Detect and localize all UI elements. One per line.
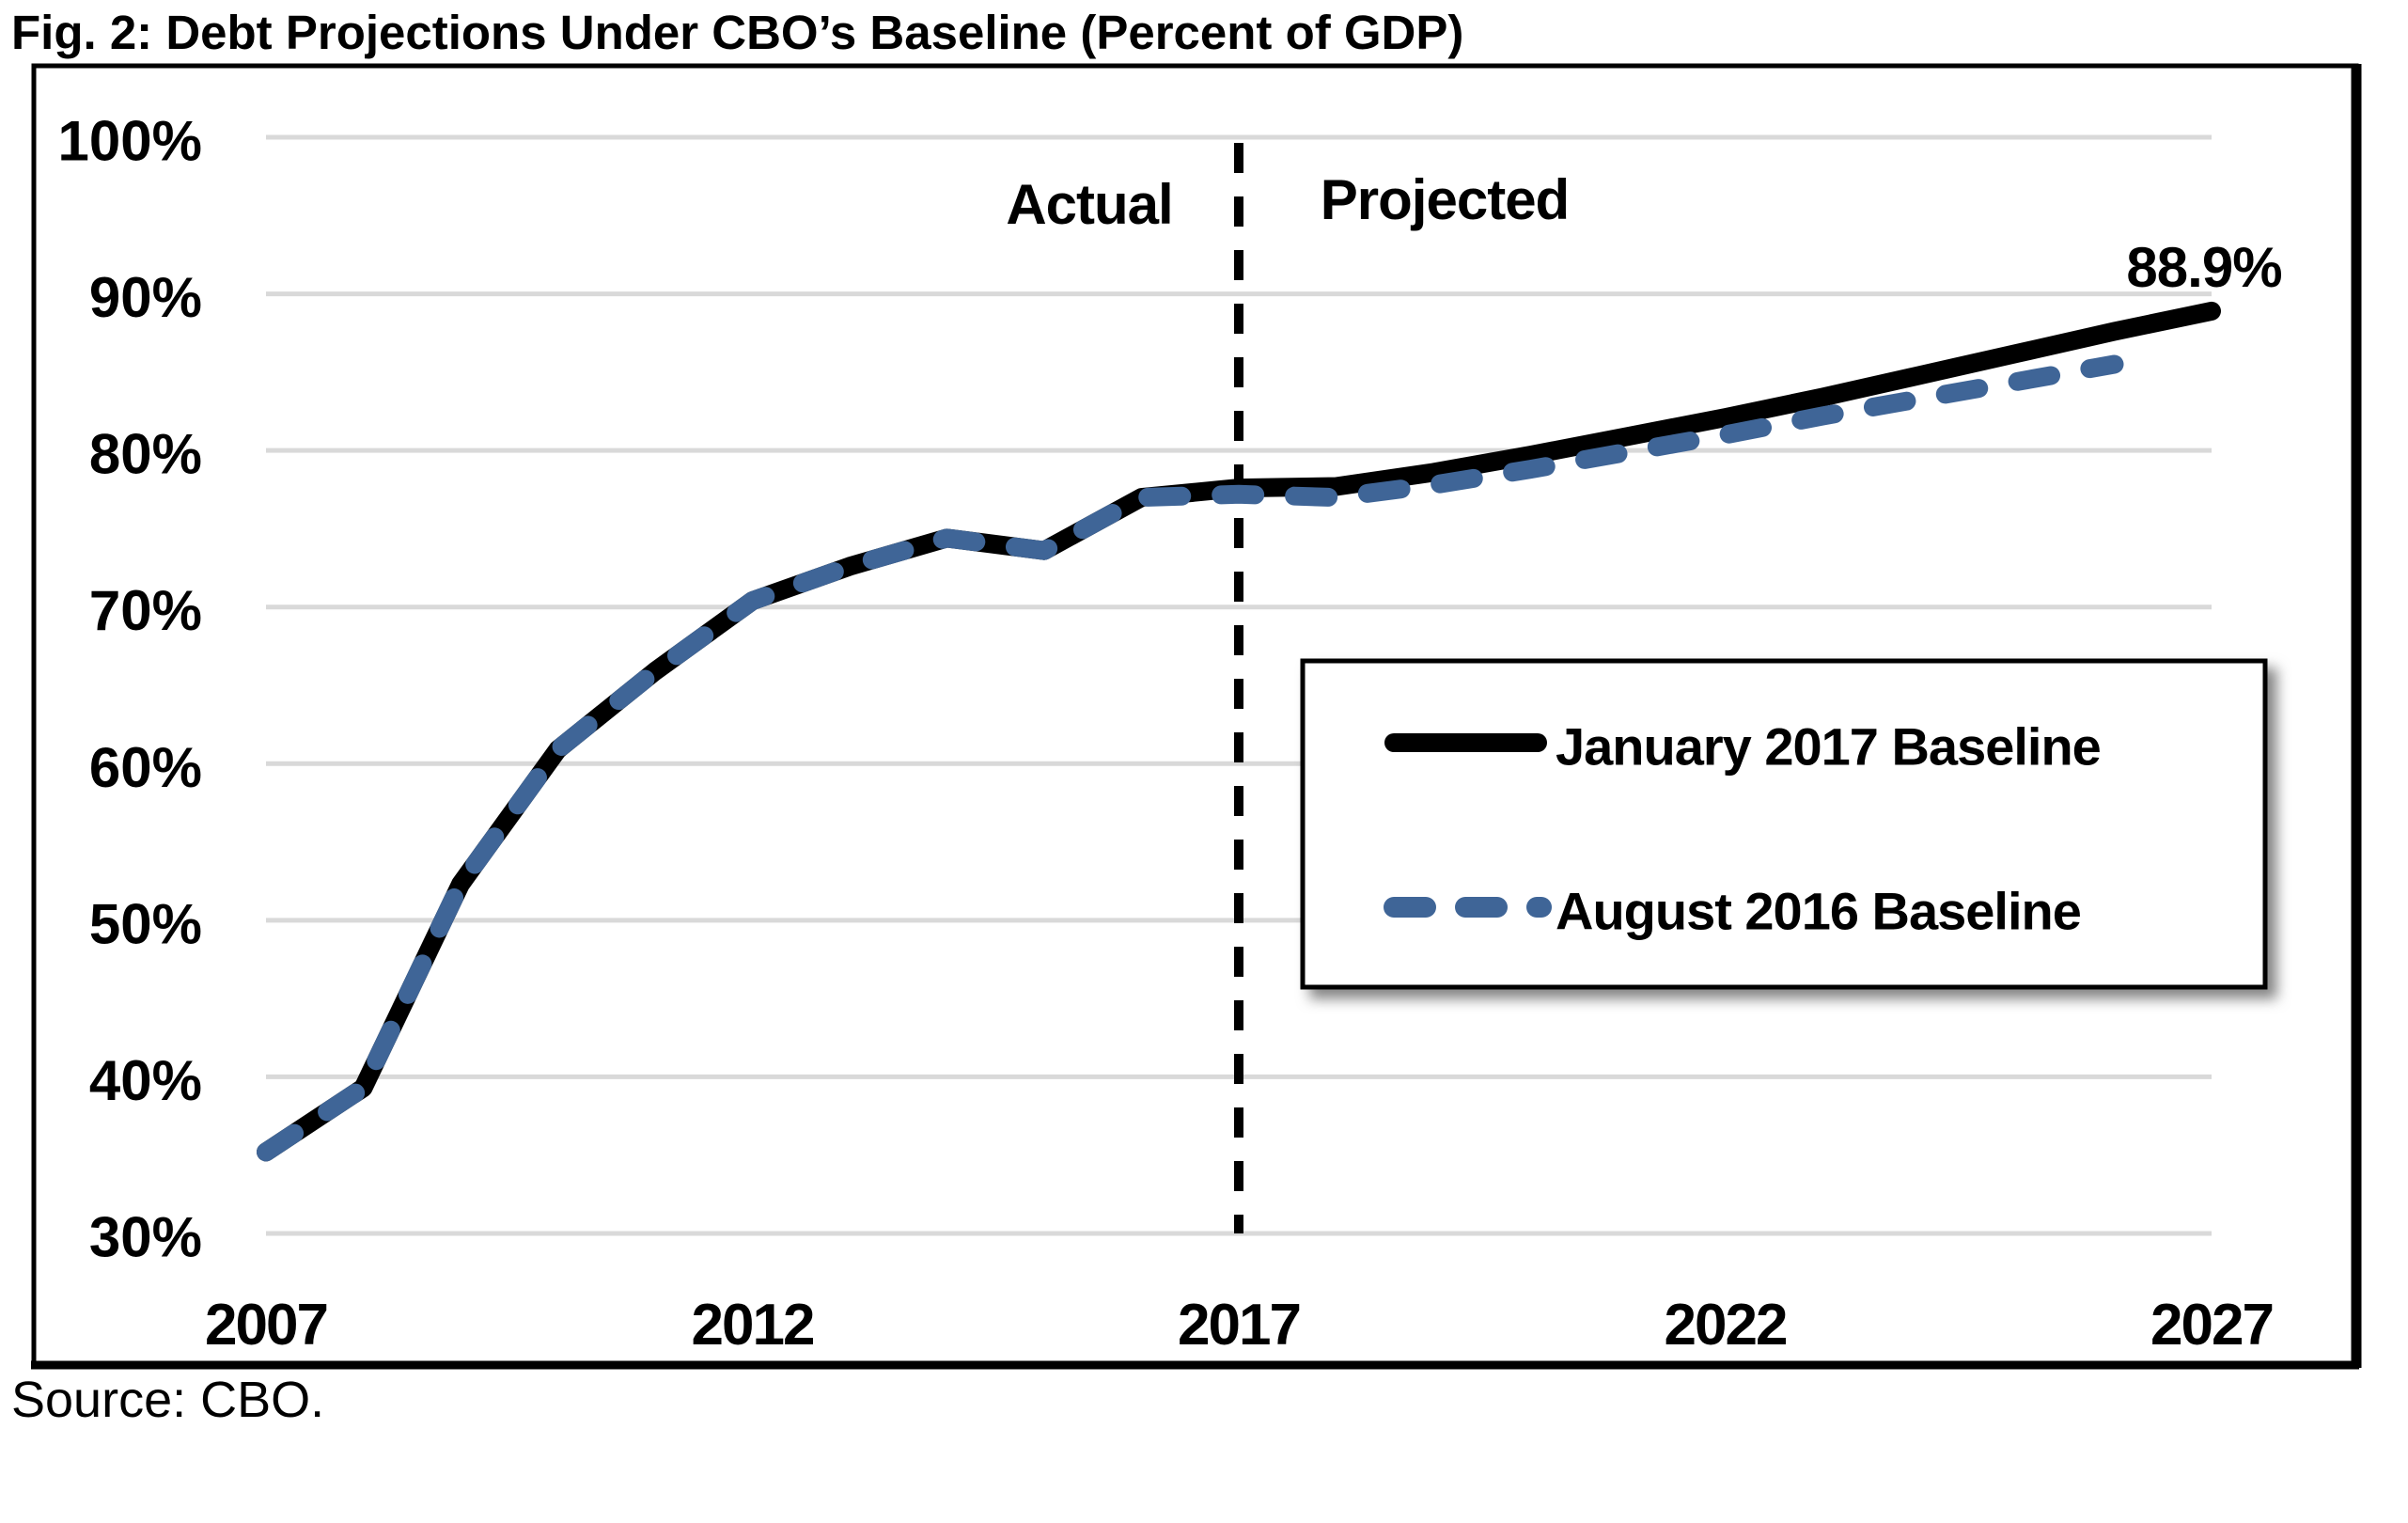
x-axis-labels: 2007 2012 2017 2022 2027	[205, 1293, 2275, 1358]
legend-label-august-2016: August 2016 Baseline	[1556, 882, 2081, 941]
y-tick-label-50: 50%	[89, 892, 202, 955]
projected-zone-label: Projected	[1321, 168, 1569, 231]
x-tick-label-2027: 2027	[2150, 1293, 2273, 1358]
x-tick-label-2017: 2017	[1178, 1293, 1300, 1358]
x-tick-label-2022: 2022	[1665, 1293, 1787, 1358]
source-note: Source: CBO.	[11, 1372, 324, 1428]
end-value-label: 88.9%	[2126, 236, 2281, 299]
y-axis-labels: 30% 40% 50% 60% 70% 80% 90% 100%	[58, 110, 202, 1269]
x-tick-label-2007: 2007	[205, 1293, 327, 1358]
legend-label-january-2017: January 2017 Baseline	[1556, 717, 2101, 777]
legend-box	[1300, 658, 2268, 990]
x-tick-label-2012: 2012	[692, 1293, 814, 1358]
y-tick-label-70: 70%	[89, 579, 202, 642]
series-line-august-2016-baseline	[257, 354, 2124, 1162]
y-tick-label-60: 60%	[89, 736, 202, 799]
y-tick-label-80: 80%	[89, 423, 202, 486]
legend: January 2017 Baseline August 2016 Baseli…	[1300, 658, 2268, 990]
y-tick-label-90: 90%	[89, 266, 202, 329]
chart-frame	[31, 63, 2362, 1370]
y-tick-label-30: 30%	[89, 1206, 202, 1269]
data-series	[257, 301, 2221, 1162]
actual-zone-label: Actual	[1006, 173, 1172, 236]
y-tick-label-100: 100%	[58, 110, 202, 173]
figure-title: Fig. 2: Debt Projections Under CBO’s Bas…	[11, 6, 1463, 59]
y-tick-label-40: 40%	[89, 1049, 202, 1112]
